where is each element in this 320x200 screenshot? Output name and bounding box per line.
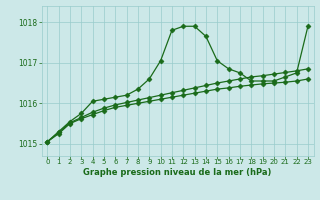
X-axis label: Graphe pression niveau de la mer (hPa): Graphe pression niveau de la mer (hPa) <box>84 168 272 177</box>
